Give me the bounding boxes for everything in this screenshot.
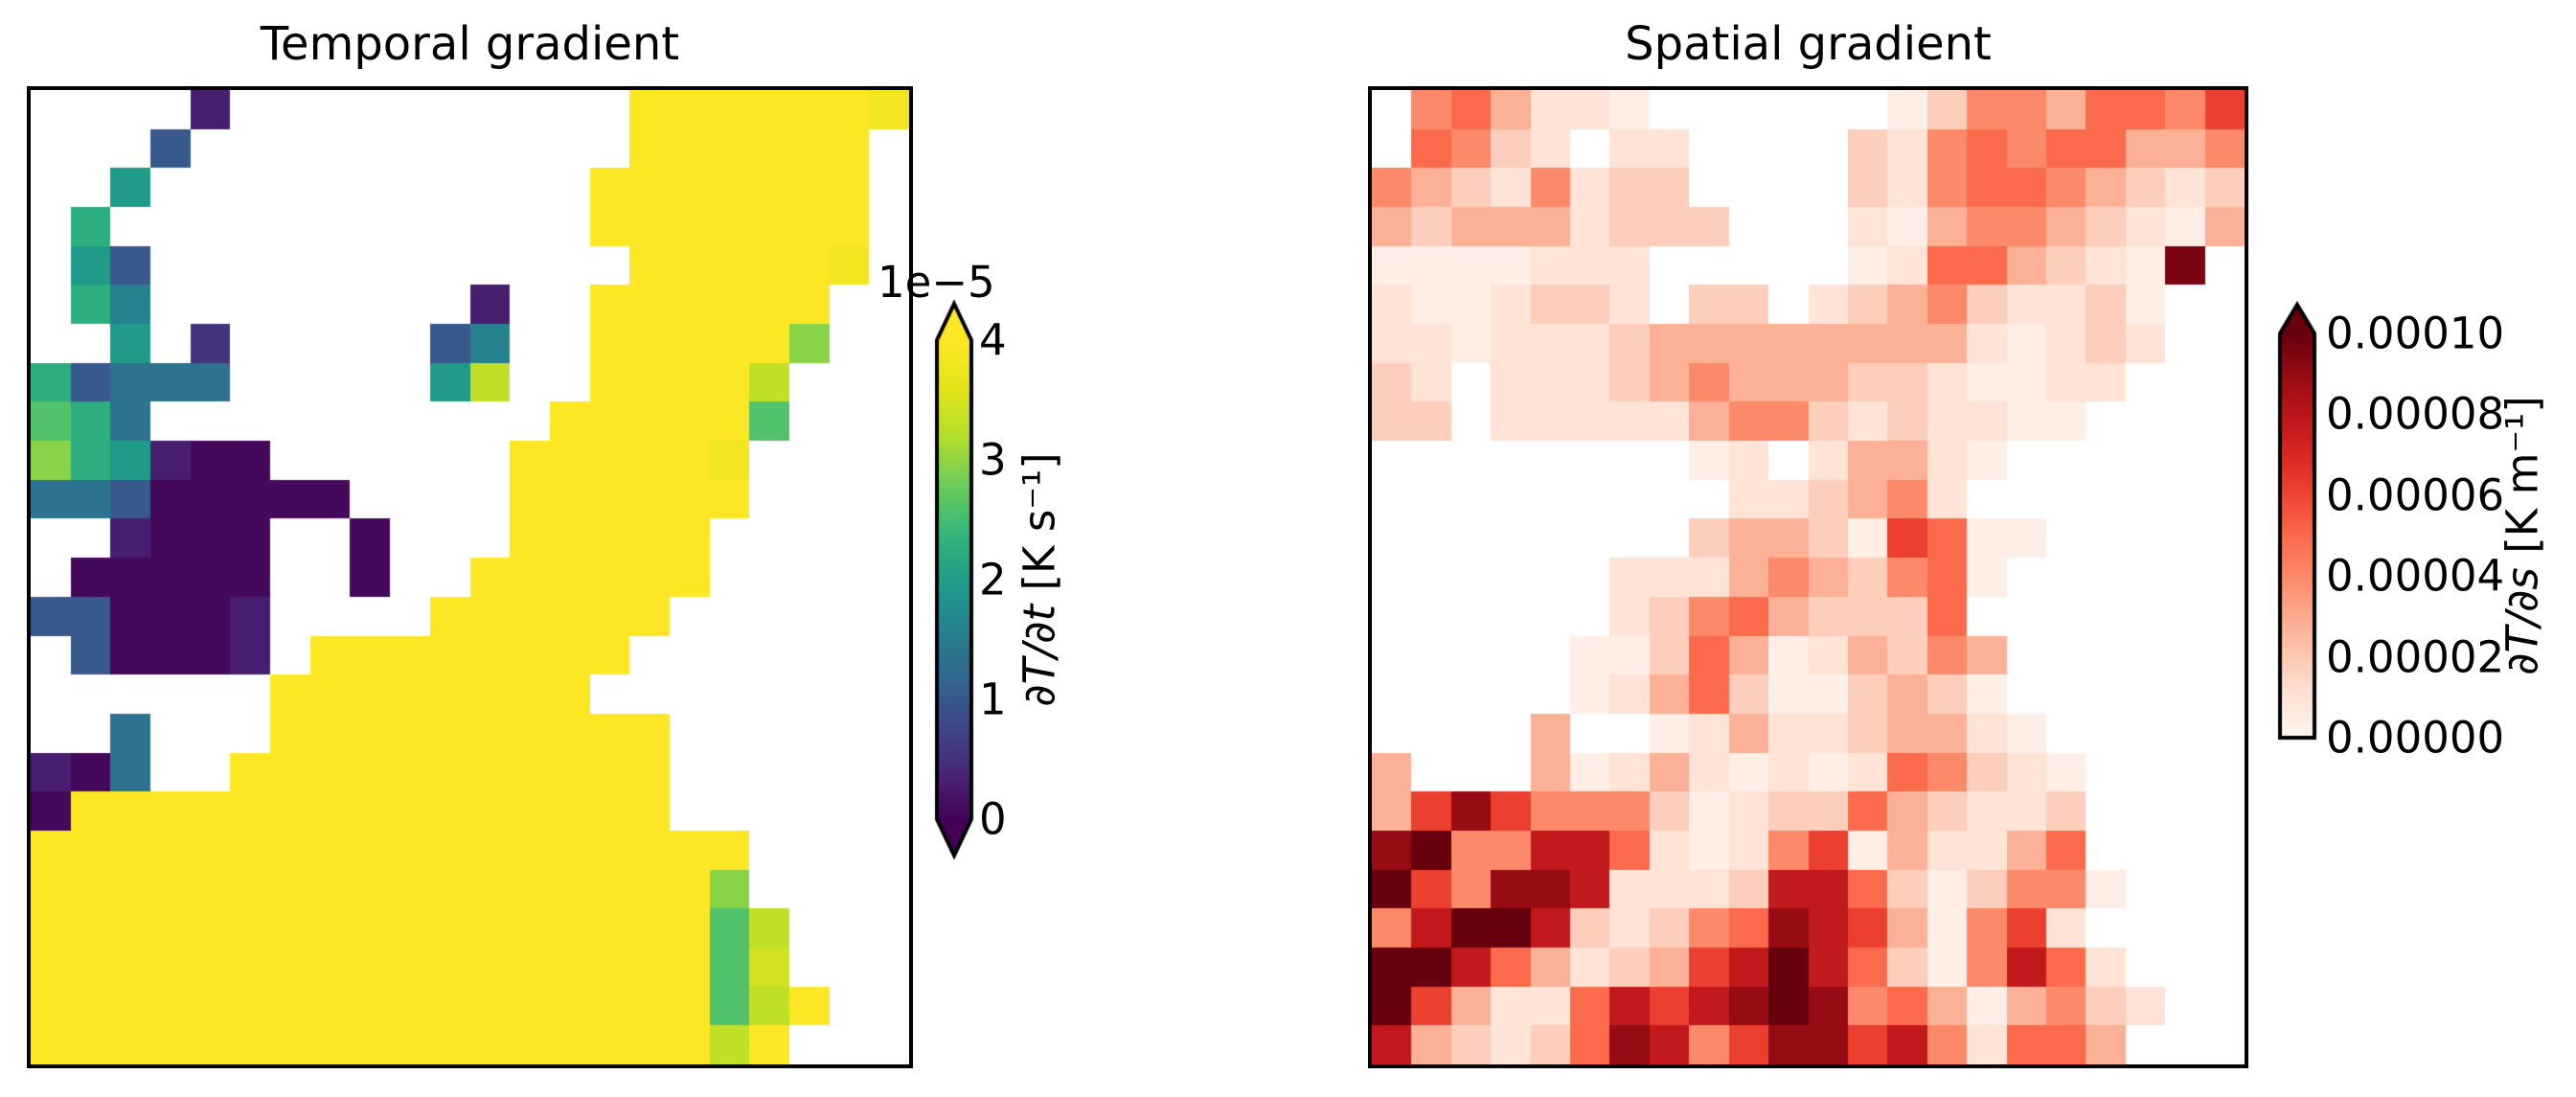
spatial-colorbar-tick-2: 0.00004 — [2326, 550, 2505, 602]
spatial-plot-title: Spatial gradient — [1625, 17, 1992, 71]
temporal-colorbar-offset-text: 1e−5 — [878, 257, 995, 308]
temporal-plot-title: Temporal gradient — [260, 17, 680, 71]
temporal-heatmap-axes — [27, 86, 913, 1068]
temporal-colorbar-tick-1: 1 — [979, 674, 1007, 725]
spatial-colorbar-label: ∂T/∂s [K m⁻¹] — [2497, 396, 2548, 675]
spatial-colorbar-tick-0: 0.00000 — [2326, 712, 2505, 764]
spatial-heatmap-axes — [1368, 86, 2248, 1068]
temporal-heatmap-canvas — [31, 90, 909, 1064]
spatial-colorbar — [2276, 301, 2318, 745]
spatial-colorbar-label-math: ∂T/∂s — [2496, 567, 2548, 675]
spatial-colorbar-tick-3: 0.00006 — [2326, 469, 2505, 521]
spatial-heatmap-canvas — [1372, 90, 2245, 1064]
temporal-colorbar-tick-2: 2 — [979, 554, 1007, 606]
temporal-colorbar-tick-3: 3 — [979, 434, 1007, 486]
spatial-colorbar-tick-1: 0.00002 — [2326, 631, 2505, 683]
temporal-colorbar-label-math: ∂T/∂t — [1014, 604, 1065, 707]
temporal-colorbar-tick-0: 0 — [979, 793, 1007, 845]
temporal-colorbar-label-units: [K s⁻¹] — [1014, 452, 1065, 605]
spatial-colorbar-tick-4: 0.00008 — [2326, 388, 2505, 440]
spatial-colorbar-label-units: [K m⁻¹] — [2496, 396, 2548, 568]
temporal-colorbar — [933, 300, 975, 859]
temporal-colorbar-label: ∂T/∂t [K s⁻¹] — [1014, 452, 1065, 706]
temporal-colorbar-tick-4: 4 — [979, 314, 1007, 366]
spatial-colorbar-tick-5: 0.00010 — [2326, 308, 2505, 359]
